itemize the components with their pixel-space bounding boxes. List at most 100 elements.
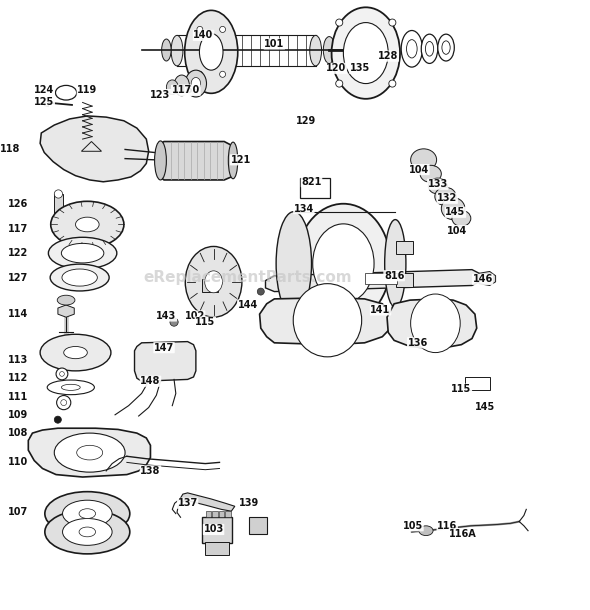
Text: 133: 133: [428, 179, 448, 189]
Ellipse shape: [185, 70, 206, 97]
Ellipse shape: [54, 433, 125, 472]
Text: eReplacementParts.com: eReplacementParts.com: [143, 270, 352, 285]
Ellipse shape: [385, 220, 406, 307]
Bar: [206, 511, 211, 517]
Text: 112: 112: [8, 373, 28, 383]
Ellipse shape: [293, 284, 362, 357]
Bar: [219, 511, 224, 517]
Bar: [396, 273, 413, 287]
Text: 125: 125: [34, 98, 54, 107]
Polygon shape: [156, 142, 235, 180]
Polygon shape: [266, 270, 479, 292]
Bar: [365, 273, 397, 284]
Polygon shape: [479, 271, 496, 285]
Text: 104: 104: [409, 165, 429, 174]
Ellipse shape: [323, 37, 335, 63]
Ellipse shape: [313, 224, 374, 303]
Text: 816: 816: [384, 271, 404, 281]
Ellipse shape: [421, 34, 438, 63]
Ellipse shape: [425, 41, 434, 56]
Text: 127: 127: [8, 273, 28, 282]
Ellipse shape: [435, 187, 456, 206]
Bar: [225, 511, 231, 517]
Ellipse shape: [55, 85, 77, 100]
Ellipse shape: [48, 237, 117, 269]
Circle shape: [257, 288, 264, 295]
Ellipse shape: [197, 71, 203, 77]
Text: 145: 145: [475, 403, 495, 412]
Bar: [54, 194, 63, 215]
Ellipse shape: [420, 165, 441, 182]
Ellipse shape: [166, 80, 178, 95]
Ellipse shape: [155, 141, 166, 180]
Text: 144: 144: [238, 300, 258, 310]
Text: 108: 108: [8, 428, 28, 438]
Ellipse shape: [45, 510, 130, 554]
Ellipse shape: [63, 500, 112, 527]
Ellipse shape: [442, 41, 450, 54]
Polygon shape: [58, 305, 74, 317]
Text: 129: 129: [296, 116, 316, 126]
Ellipse shape: [162, 39, 171, 61]
Ellipse shape: [411, 149, 437, 171]
Ellipse shape: [47, 380, 94, 395]
Text: 143: 143: [156, 311, 176, 321]
Ellipse shape: [79, 527, 96, 537]
Text: 117: 117: [172, 85, 192, 95]
Text: 137: 137: [178, 498, 198, 508]
Circle shape: [61, 400, 67, 406]
Ellipse shape: [77, 445, 103, 460]
Text: 147: 147: [154, 343, 174, 353]
Text: 115: 115: [451, 384, 471, 394]
Text: 118: 118: [1, 145, 21, 154]
Polygon shape: [135, 342, 196, 381]
Bar: [249, 517, 267, 534]
Ellipse shape: [199, 34, 223, 70]
Circle shape: [389, 80, 396, 87]
Ellipse shape: [441, 198, 465, 220]
Circle shape: [57, 395, 71, 410]
Ellipse shape: [51, 201, 124, 248]
Polygon shape: [44, 98, 48, 107]
Text: 116: 116: [437, 521, 457, 531]
Ellipse shape: [219, 26, 225, 32]
Ellipse shape: [407, 40, 417, 58]
Text: 128: 128: [378, 51, 398, 61]
Text: 134: 134: [294, 204, 314, 213]
Bar: [205, 542, 229, 555]
Polygon shape: [28, 428, 150, 477]
Text: 136: 136: [408, 338, 428, 348]
Text: 110: 110: [8, 458, 28, 467]
Ellipse shape: [228, 142, 238, 179]
Text: 111: 111: [8, 392, 28, 401]
Ellipse shape: [452, 210, 471, 226]
Text: 121: 121: [231, 155, 251, 165]
Text: 105: 105: [403, 521, 423, 531]
Ellipse shape: [332, 7, 400, 99]
Ellipse shape: [411, 294, 460, 353]
Bar: [212, 511, 218, 517]
Text: 107: 107: [8, 508, 28, 517]
Text: 821: 821: [301, 177, 322, 187]
Text: 145: 145: [445, 207, 466, 217]
Ellipse shape: [197, 26, 203, 32]
Text: 139: 139: [239, 498, 259, 508]
Text: 160: 160: [180, 85, 200, 95]
Text: 113: 113: [8, 355, 28, 365]
Circle shape: [336, 80, 343, 87]
Ellipse shape: [438, 34, 454, 61]
Text: 126: 126: [8, 199, 28, 209]
Text: 141: 141: [371, 305, 391, 315]
Text: 115: 115: [195, 317, 215, 327]
Polygon shape: [180, 493, 235, 511]
Ellipse shape: [191, 77, 201, 90]
Circle shape: [56, 368, 68, 380]
Circle shape: [60, 371, 64, 376]
Ellipse shape: [76, 217, 99, 232]
Circle shape: [389, 19, 396, 26]
Text: 146: 146: [473, 274, 493, 284]
Polygon shape: [40, 116, 149, 182]
Text: 140: 140: [194, 30, 214, 40]
Ellipse shape: [219, 71, 225, 77]
Ellipse shape: [61, 384, 80, 390]
